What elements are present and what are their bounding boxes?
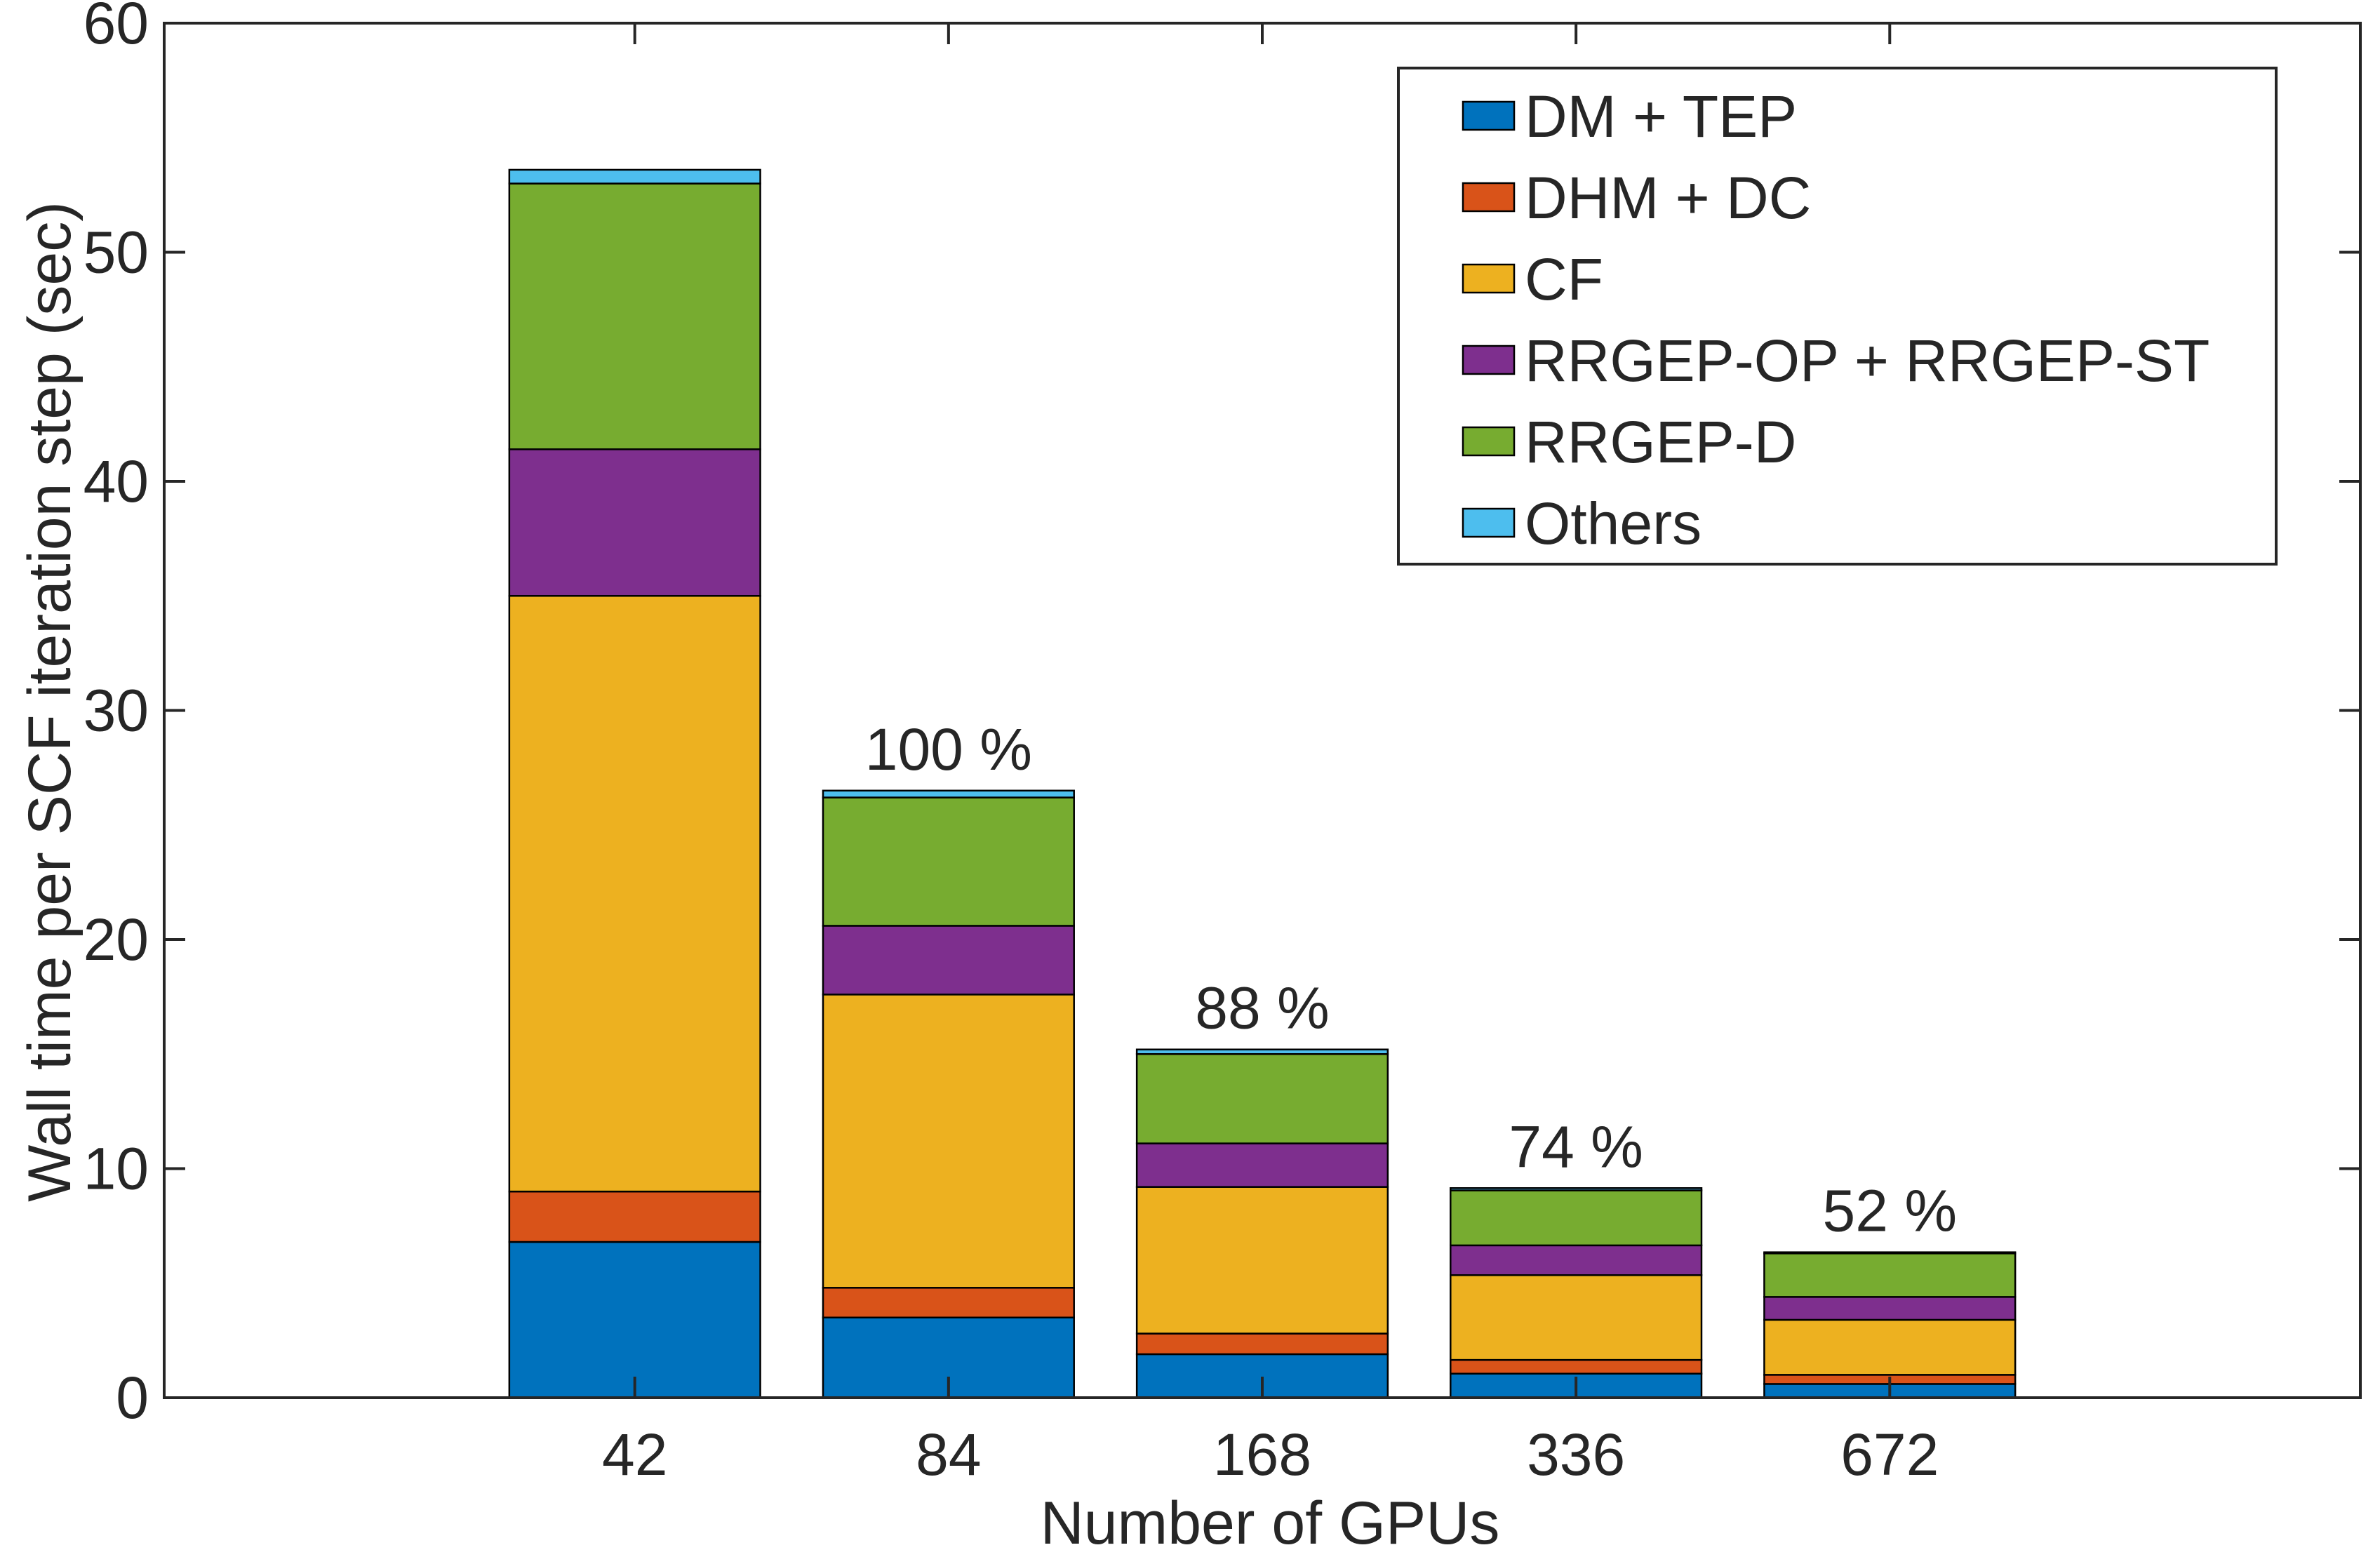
bar-cf-672 — [1763, 1318, 2017, 1376]
bar-cf-168 — [1135, 1186, 1389, 1335]
annotation-168: 88 % — [1195, 975, 1329, 1041]
y-tick-label-60: 60 — [83, 0, 149, 56]
bar-dhm-dc-168 — [1135, 1332, 1389, 1356]
y-tick-label-20: 20 — [83, 907, 149, 973]
annotations-layer: 100 % 88 % 74 % 52 % — [865, 716, 1957, 1244]
bar-rrgep-op-rrgep-st-42 — [508, 448, 761, 597]
bar-cf-42 — [508, 595, 761, 1193]
annotation-336: 74 % — [1509, 1114, 1643, 1179]
bar-rrgep-d-336 — [1450, 1189, 1703, 1247]
legend-swatch-dm-tep — [1462, 100, 1516, 131]
legend-box — [1397, 67, 2278, 566]
bar-others-42 — [508, 168, 761, 185]
y-tick-label-10: 10 — [83, 1136, 149, 1202]
bar-dm-tep-42 — [508, 1241, 761, 1399]
bar-rrgep-op-rrgep-st-336 — [1450, 1244, 1703, 1276]
y-tick-label-40: 40 — [83, 448, 149, 514]
bar-rrgep-d-42 — [508, 182, 761, 450]
y-tick-label-50: 50 — [83, 220, 149, 286]
bar-rrgep-op-rrgep-st-84 — [822, 925, 1075, 996]
bar-dhm-dc-336 — [1450, 1358, 1703, 1375]
legend-label-rrgep-op-rrgep-st: RRGEP-OP + RRGEP-ST — [1525, 328, 2209, 394]
bar-rrgep-d-168 — [1135, 1053, 1389, 1144]
legend-label-others: Others — [1525, 490, 1702, 556]
legend-swatch-rrgep-op-rrgep-st — [1462, 345, 1516, 375]
annotation-84: 100 % — [865, 716, 1032, 782]
legend-swatch-cf — [1462, 263, 1516, 294]
bar-dhm-dc-42 — [508, 1190, 761, 1243]
legend: DM + TEP DHM + DC CF RRGEP-OP + RRGEP-ST RRG… — [1397, 67, 2278, 566]
bar-others-336 — [1450, 1187, 1703, 1191]
legend-label-dhm-dc: DHM + DC — [1525, 165, 1811, 231]
bar-others-84 — [822, 789, 1075, 798]
x-axis-label: Number of GPUs — [1041, 1490, 1500, 1557]
legend-label-dm-tep: DM + TEP — [1525, 83, 1797, 149]
bar-rrgep-op-rrgep-st-168 — [1135, 1142, 1389, 1188]
bar-cf-336 — [1450, 1274, 1703, 1361]
x-tick-label-168: 168 — [1213, 1422, 1311, 1488]
legend-swatch-dhm-dc — [1462, 182, 1516, 213]
annotation-672: 52 % — [1823, 1178, 1957, 1244]
y-tick-label-30: 30 — [83, 678, 149, 744]
legend-label-cf: CF — [1525, 246, 1603, 312]
y-axis-label: Wall time per SCF iteration step (sec) — [16, 201, 83, 1202]
bar-others-672 — [1763, 1251, 2017, 1255]
x-tick-label-84: 84 — [916, 1422, 981, 1488]
bar-rrgep-d-672 — [1763, 1252, 2017, 1298]
x-tick-label-42: 42 — [602, 1422, 667, 1488]
x-tick-label-672: 672 — [1840, 1422, 1939, 1488]
bar-rrgep-op-rrgep-st-672 — [1763, 1296, 2017, 1321]
axes-layer: 0 10 20 30 40 50 60 42 84 168 336 672 — [83, 0, 2362, 1488]
bar-others-168 — [1135, 1048, 1389, 1055]
x-tick-label-336: 336 — [1527, 1422, 1625, 1488]
bar-dhm-dc-84 — [822, 1287, 1075, 1318]
bar-cf-84 — [822, 994, 1075, 1289]
legend-label-rrgep-d: RRGEP-D — [1525, 409, 1796, 475]
y-tick-label-0: 0 — [116, 1365, 149, 1431]
legend-swatch-rrgep-d — [1462, 426, 1516, 457]
bars-layer — [508, 168, 2017, 1399]
bar-rrgep-d-84 — [822, 796, 1075, 927]
legend-swatch-others — [1462, 507, 1516, 538]
